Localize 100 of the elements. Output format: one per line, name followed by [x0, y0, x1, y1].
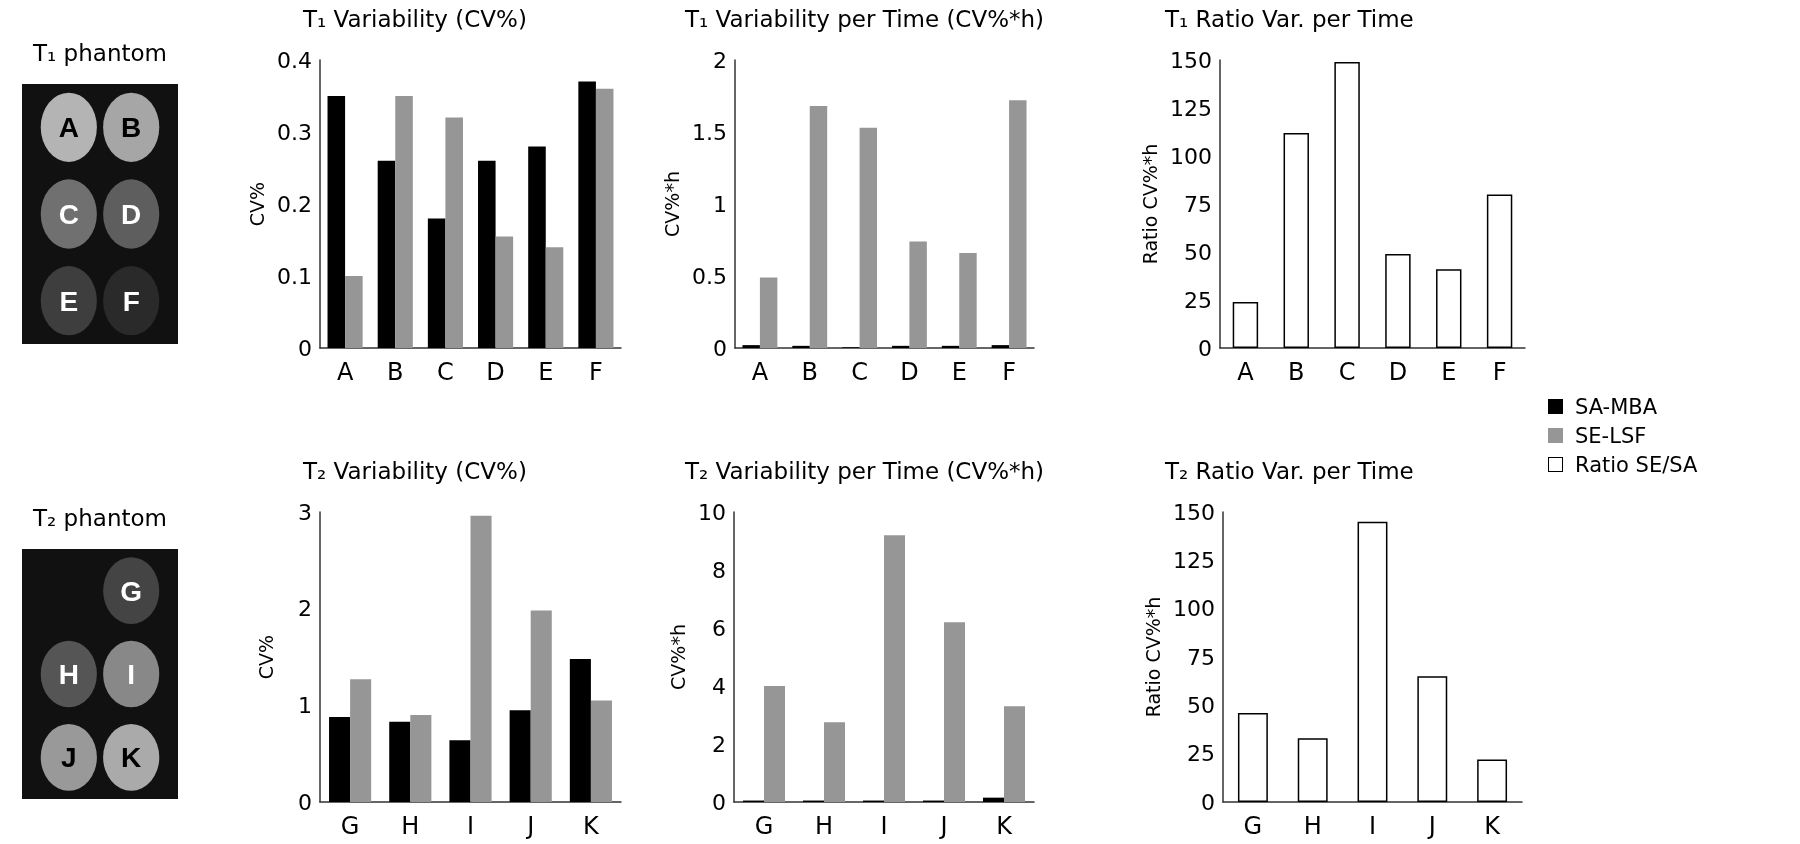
- x-tick-label: J: [938, 812, 948, 840]
- x-tick-label: I: [466, 812, 475, 840]
- bar: [991, 345, 1010, 348]
- y-tick-label: 50: [1184, 239, 1212, 265]
- text: Ratio SE/SA: [1575, 452, 1698, 477]
- category-label: G: [120, 575, 143, 607]
- category-label: I: [127, 659, 136, 690]
- bar: [329, 716, 351, 802]
- bar: [809, 106, 828, 348]
- x-tick-label: C: [851, 358, 868, 386]
- bar: [824, 722, 845, 802]
- x-tick-label: H: [814, 812, 834, 840]
- y-tick-label: 150: [1170, 47, 1212, 73]
- y-tick-label: 0.1: [277, 263, 312, 289]
- bar: [478, 160, 496, 348]
- x-tick-label: H: [1303, 812, 1322, 840]
- y-tick-label: 4: [712, 673, 726, 699]
- bar: [1237, 713, 1268, 802]
- bar: [410, 715, 432, 802]
- x-tick-label: H: [401, 812, 420, 840]
- y-tick-label: 2: [712, 731, 726, 757]
- y-axis-title: CV%: [245, 181, 268, 227]
- y-tick-label: 1: [713, 191, 727, 217]
- y-tick-label: 0: [712, 789, 726, 815]
- y-tick-label: 0.4: [277, 47, 312, 73]
- chart-title: T₁ Variability per Time (CV%*h): [684, 5, 1045, 32]
- category-label: J: [61, 742, 77, 774]
- bar: [959, 252, 977, 348]
- x-tick-label: A: [336, 358, 354, 386]
- legend-label: SA-MBA: [1575, 394, 1658, 419]
- x-tick-label: E: [538, 358, 554, 386]
- y-tick-label: 0: [1201, 789, 1215, 815]
- y-tick-label: 0: [298, 335, 312, 361]
- x-tick-label: E: [951, 358, 967, 386]
- y-tick-label: 3: [298, 499, 312, 525]
- chart-title: T₂ Variability per Time (CV%*h): [684, 457, 1045, 484]
- y-tick-label: 25: [1187, 741, 1215, 767]
- bar: [327, 96, 346, 348]
- legend-label: SE-LSF: [1575, 423, 1647, 448]
- x-tick-label: J: [1426, 812, 1436, 840]
- y-tick-label: 0: [298, 789, 312, 815]
- y-tick-label: 125: [1173, 547, 1215, 573]
- y-tick-label: 0.3: [277, 119, 312, 145]
- bar: [345, 276, 363, 348]
- bar: [495, 236, 514, 348]
- x-tick-label: F: [1002, 358, 1016, 386]
- bar: [764, 686, 785, 802]
- x-tick-label: B: [1288, 358, 1305, 386]
- bar: [1357, 521, 1388, 802]
- y-tick-label: 8: [712, 557, 726, 583]
- x-tick-label: J: [525, 812, 535, 840]
- category-label: E: [59, 285, 79, 317]
- y-tick-label: 100: [1173, 596, 1215, 622]
- x-tick-label: B: [801, 358, 818, 386]
- x-tick-label: D: [1388, 358, 1408, 386]
- bar: [1004, 706, 1025, 802]
- x-tick-label: A: [1237, 358, 1255, 386]
- y-tick-label: 25: [1184, 287, 1212, 313]
- bar: [530, 610, 552, 802]
- y-axis-title: CV%*h: [660, 171, 683, 237]
- text: T₁ phantom: [32, 40, 168, 66]
- category-label: D: [121, 199, 142, 230]
- bar: [1486, 194, 1513, 348]
- y-tick-label: 2: [713, 47, 727, 73]
- y-tick-label: 1: [298, 692, 312, 718]
- category-label: F: [122, 285, 140, 317]
- y-axis-title: Ratio CV%*h: [1141, 596, 1164, 718]
- y-axis-title: CV%: [254, 634, 277, 680]
- bar: [578, 81, 596, 348]
- x-tick-label: K: [1484, 812, 1502, 840]
- x-tick-label: C: [437, 358, 454, 386]
- bar: [859, 127, 878, 348]
- bar: [983, 797, 1004, 802]
- bar: [528, 146, 546, 348]
- y-tick-label: 10: [698, 499, 726, 525]
- text: T₂ phantom: [32, 505, 168, 531]
- bar: [909, 241, 927, 348]
- bar: [449, 740, 471, 802]
- x-tick-label: E: [1441, 358, 1457, 386]
- x-tick-label: B: [387, 358, 404, 386]
- bar: [395, 96, 413, 348]
- y-tick-label: 0: [1198, 335, 1212, 361]
- x-tick-label: F: [1492, 358, 1507, 386]
- y-tick-label: 2: [298, 596, 312, 622]
- category-label: K: [121, 742, 142, 774]
- x-tick-label: C: [1338, 358, 1356, 386]
- y-axis-title: CV%*h: [666, 624, 689, 690]
- bar: [1009, 100, 1027, 348]
- bar: [350, 679, 372, 802]
- bar: [1436, 269, 1462, 348]
- bar: [1385, 253, 1411, 348]
- y-tick-label: 0.5: [692, 263, 727, 289]
- x-tick-label: I: [880, 812, 888, 840]
- y-tick-label: 75: [1187, 644, 1215, 670]
- category-label: H: [58, 659, 79, 690]
- bar: [1334, 61, 1360, 348]
- x-tick-label: G: [754, 812, 774, 840]
- x-tick-label: I: [1368, 812, 1377, 840]
- x-tick-label: K: [996, 812, 1014, 840]
- bar: [884, 535, 905, 802]
